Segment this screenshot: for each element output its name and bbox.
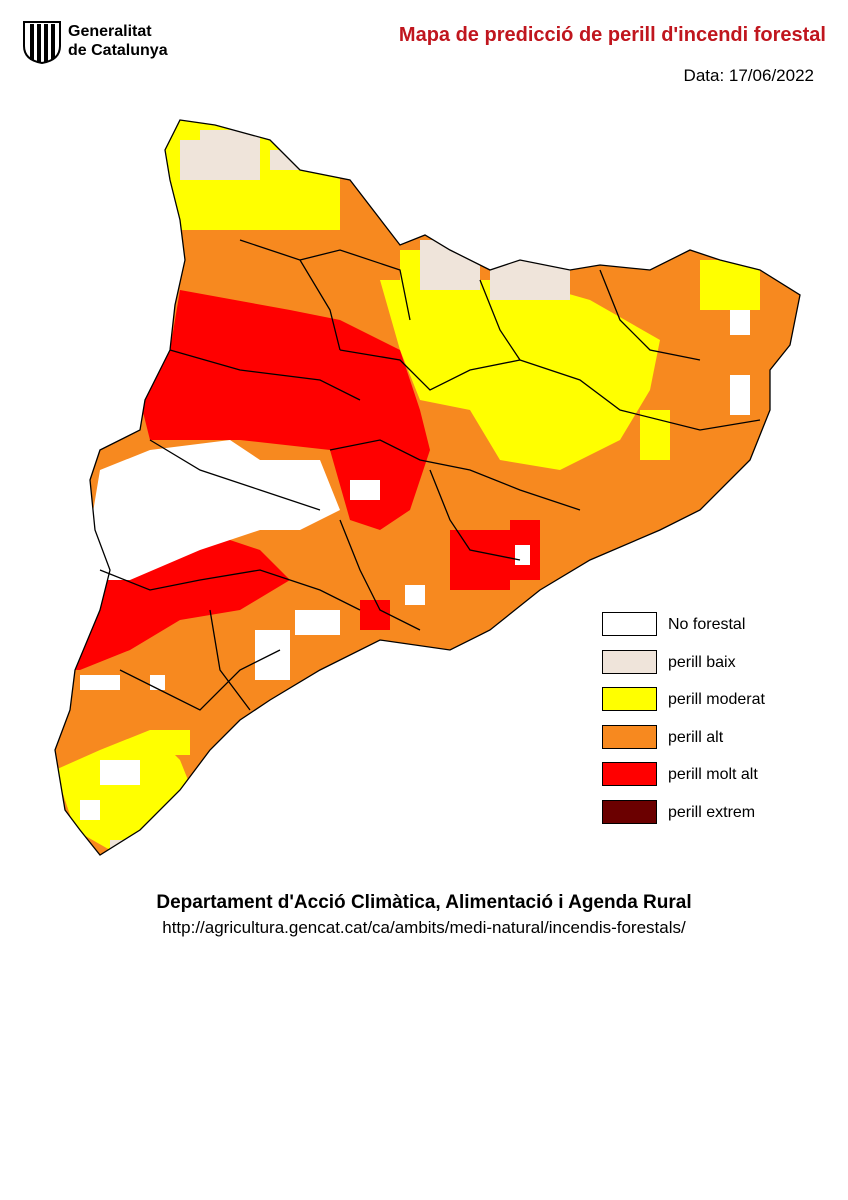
zone-no-forestal (255, 630, 290, 680)
department-name: Departament d'Acció Climàtica, Alimentac… (156, 892, 692, 913)
legend-swatch (602, 649, 657, 674)
zone-molt-alt (360, 600, 390, 630)
zone-moderat (380, 280, 660, 470)
zone-baix (150, 820, 170, 845)
legend-swatch (602, 724, 657, 749)
zone-baix (180, 140, 205, 180)
zone-moderat (700, 260, 760, 310)
source-url: http://agricultura.gencat.cat/ca/ambits/… (162, 918, 686, 937)
catalonia-fire-risk-map (54, 119, 801, 856)
legend-swatch (602, 762, 657, 786)
zone-baix (420, 240, 480, 290)
map-title: Mapa de predicció de perill d'incendi fo… (398, 24, 826, 46)
zone-no-forestal (100, 760, 140, 785)
logo-text: Generalitat de Catalunya (68, 22, 168, 60)
legend-label: perill extrem (668, 803, 756, 821)
zone-no-forestal (405, 585, 425, 605)
zone-baix (270, 150, 350, 170)
zone-molt-alt (450, 530, 510, 590)
zone-moderat (150, 730, 190, 755)
zone-no-forestal (80, 675, 120, 690)
legend-label: perill molt alt (668, 766, 758, 783)
zone-no-forestal (150, 675, 165, 690)
logo-line-2: de Catalunya (68, 42, 168, 59)
zone-no-forestal (80, 800, 100, 820)
logo-line-1: Generalitat (68, 23, 152, 40)
zone-no-forestal (90, 440, 340, 580)
generalitat-logo: Generalitat de Catalunya (22, 20, 202, 64)
legend-label: perill moderat (668, 691, 765, 708)
zone-molt-alt (140, 290, 430, 530)
map-date: Data: 17/06/2022 (683, 66, 814, 85)
zone-no-forestal (515, 545, 530, 565)
zone-baix (200, 130, 260, 180)
legend-swatch (602, 612, 657, 636)
zone-no-forestal (295, 610, 340, 635)
zone-no-forestal (730, 375, 750, 415)
legend-label: No forestal (668, 616, 746, 633)
zone-no-forestal (350, 480, 380, 500)
senyera-shield-icon (23, 21, 61, 64)
legend-label: perill alt (668, 728, 724, 746)
legend-swatch (602, 799, 657, 824)
legend-label: perill baix (668, 653, 736, 671)
comarca-boundaries (54, 119, 801, 856)
zone-no-forestal (730, 310, 750, 335)
zone-moderat (640, 410, 670, 460)
legend-swatch (602, 687, 657, 711)
